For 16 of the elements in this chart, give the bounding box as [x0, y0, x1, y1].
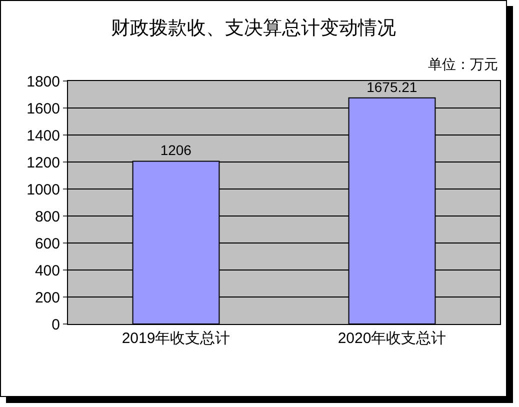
- text: 单位：万元: [428, 56, 498, 72]
- y-tick-label: 1600: [26, 100, 60, 118]
- y-tick-label: 0: [52, 316, 60, 334]
- y-tick-label: 1000: [26, 181, 60, 198]
- y-tick-label: 1400: [26, 127, 60, 144]
- data-label: 1675.21: [366, 78, 418, 95]
- y-tick-label: 200: [34, 289, 60, 306]
- x-tick-label: 2020年收支总计: [338, 330, 446, 347]
- y-tick-label: 1200: [26, 154, 60, 172]
- y-tick-label: 800: [34, 208, 60, 226]
- y-tick-label: 600: [34, 235, 60, 252]
- y-tick-label: 400: [34, 262, 60, 280]
- x-tick-label: 2019年收支总计: [122, 330, 230, 347]
- chart-title: 财政拨款收、支决算总计变动情况: [111, 17, 396, 40]
- y-tick-label: 1800: [26, 73, 60, 90]
- data-label: 1206: [160, 142, 192, 158]
